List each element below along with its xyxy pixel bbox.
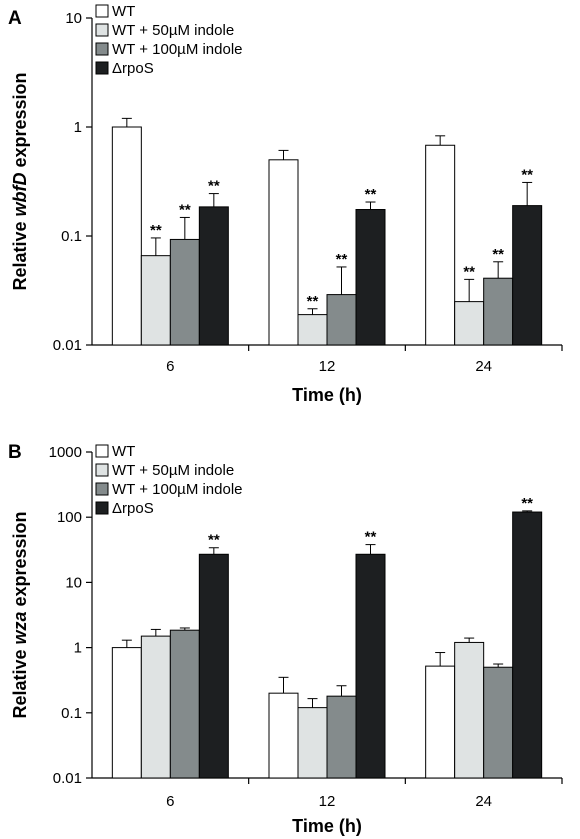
legend-label: ΔrpoS — [112, 500, 154, 517]
legend-label: ΔrpoS — [112, 60, 154, 77]
bar — [512, 205, 543, 346]
significance-label: ** — [521, 495, 533, 512]
significance-label: ** — [208, 178, 220, 195]
significance-label: ** — [208, 532, 220, 549]
y-tick-label: 1 — [74, 640, 82, 657]
bar — [425, 665, 456, 779]
significance-label: ** — [492, 246, 504, 263]
bar — [140, 635, 171, 779]
legend-swatch — [95, 4, 109, 18]
bar — [483, 277, 514, 346]
panel-letter: A — [8, 8, 22, 29]
bar — [454, 301, 485, 346]
x-tick-label: 12 — [319, 358, 336, 375]
x-tick-label: 12 — [319, 793, 336, 810]
significance-label: ** — [521, 166, 533, 183]
y-tick-label: 10 — [65, 574, 82, 591]
x-tick-label: 6 — [166, 793, 174, 810]
y-tick-label: 0.1 — [61, 705, 82, 722]
significance-label: ** — [463, 263, 475, 280]
y-tick-label: 0.1 — [61, 228, 82, 245]
significance-label: ** — [307, 293, 319, 310]
y-tick-label: 0.01 — [53, 337, 82, 354]
bar — [169, 238, 200, 346]
legend-swatch — [95, 463, 109, 477]
significance-label: ** — [365, 529, 377, 546]
y-tick-label: 100 — [57, 509, 82, 526]
y-tick-label: 0.01 — [53, 770, 82, 787]
bar — [355, 209, 386, 346]
bar — [169, 629, 200, 779]
bar — [111, 647, 142, 779]
y-axis-title: Relative wza expression — [10, 511, 30, 718]
y-axis-title: Relative wbfD expression — [10, 72, 30, 290]
x-axis-title: Time (h) — [292, 385, 362, 405]
legend-swatch — [95, 42, 109, 56]
legend-swatch — [95, 444, 109, 458]
bar — [425, 144, 456, 346]
y-tick-label: 10 — [65, 10, 82, 27]
bar — [512, 511, 543, 779]
legend-label: WT + 50µM indole — [112, 462, 234, 479]
chart-panel-b: B 0.01 0.1 1 10 100 1000 6 ** 12 ** 24 ** Relative wz… — [8, 442, 563, 836]
bar — [326, 294, 357, 346]
legend-swatch — [95, 501, 109, 515]
y-tick-label: 1000 — [49, 444, 82, 461]
bar — [111, 126, 142, 346]
bar — [198, 206, 229, 346]
bar — [297, 707, 328, 779]
bar — [198, 553, 229, 779]
legend-swatch — [95, 61, 109, 75]
significance-label: ** — [179, 201, 191, 218]
bar — [297, 314, 328, 346]
legend-label: WT — [112, 3, 135, 20]
x-axis-title: Time (h) — [292, 816, 362, 836]
x-tick-label: 6 — [166, 358, 174, 375]
significance-label: ** — [336, 251, 348, 268]
bar — [326, 695, 357, 779]
bar — [268, 692, 299, 779]
legend-swatch — [95, 23, 109, 37]
legend-label: WT + 100µM indole — [112, 481, 243, 498]
bar — [355, 553, 386, 779]
panel-letter: B — [8, 442, 22, 463]
bar — [268, 159, 299, 346]
legend-label: WT + 50µM indole — [112, 22, 234, 39]
legend-label: WT — [112, 443, 135, 460]
x-tick-label: 24 — [475, 793, 492, 810]
chart-panel-a: A 0.01 0.1 1 10 6 ** ** ** 12 ** ** ** 24 ** ** ** Relati… — [8, 3, 563, 405]
significance-label: ** — [365, 186, 377, 203]
y-tick-label: 1 — [74, 119, 82, 136]
bar — [483, 666, 514, 779]
bar — [454, 641, 485, 779]
bar — [140, 255, 171, 346]
legend-label: WT + 100µM indole — [112, 41, 243, 58]
x-tick-label: 24 — [475, 358, 492, 375]
significance-label: ** — [150, 222, 162, 239]
legend-swatch — [95, 482, 109, 496]
